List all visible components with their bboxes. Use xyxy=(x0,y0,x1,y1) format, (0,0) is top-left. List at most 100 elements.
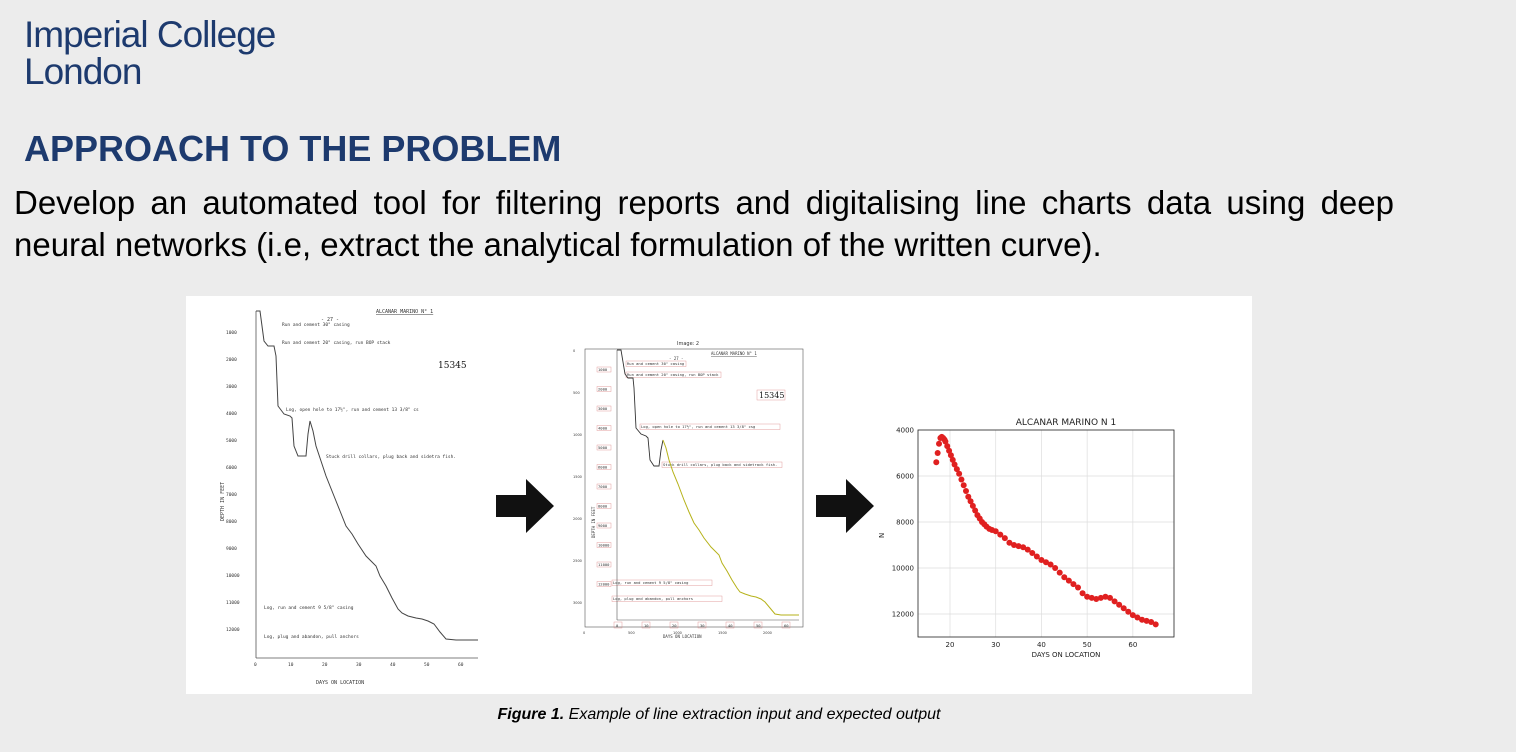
data-point xyxy=(1111,598,1118,605)
scan2-ytick: 6000 xyxy=(598,465,608,470)
scan2-stamp-box xyxy=(756,389,786,401)
data-point xyxy=(953,466,960,473)
data-point xyxy=(963,487,969,494)
data-point xyxy=(997,531,1004,538)
chart-title: ALCANAR MARINO N 1 xyxy=(1016,418,1116,428)
output-scatter-chart: ALCANAR MARINO N 1 20 30 40 50 60 4000 6000 80… xyxy=(878,418,1175,659)
scan1-title: ALCANAR MARINO N° 1 xyxy=(376,309,433,315)
scan2-ytick-box xyxy=(596,425,612,431)
scan2-page: - 27 - xyxy=(669,356,683,361)
scan2-ytick: 3000 xyxy=(598,406,608,411)
data-point xyxy=(1139,616,1145,623)
data-point xyxy=(1075,584,1081,591)
scan2-xtick: 50 xyxy=(756,623,761,628)
data-point xyxy=(1047,561,1054,568)
data-point xyxy=(1029,550,1036,557)
data-point xyxy=(933,459,940,466)
chart-ylabel: N xyxy=(878,533,886,538)
data-point xyxy=(1079,590,1086,597)
scan1-note: Stuck drill collars, plug back and sidet… xyxy=(326,454,456,460)
data-point xyxy=(1148,619,1155,626)
scan2-xtick-box xyxy=(781,621,791,629)
scan2-xlabel: DAYS ON LOCATION xyxy=(663,634,702,639)
scan1-ytick: 2000 xyxy=(226,357,237,363)
data-point xyxy=(1143,617,1150,624)
data-point xyxy=(1024,546,1031,553)
data-point xyxy=(1056,569,1063,576)
scanned-chart-input: ALCANAR MARINO N° 1 - 27 - 15345 DEPTH I… xyxy=(220,309,478,686)
scan1-note: Log, plug and abandon, pull anchors xyxy=(264,634,359,640)
scan2-ytick-box xyxy=(596,522,612,529)
data-point xyxy=(958,476,965,483)
data-point xyxy=(967,498,974,505)
scan1-xtick: 60 xyxy=(458,662,464,668)
scan2-outer-ytick: 1500 xyxy=(573,475,582,479)
scan2-xtick-box xyxy=(725,621,735,629)
data-point xyxy=(1061,574,1068,581)
data-point xyxy=(951,461,958,468)
scan2-heading: ALCANAR MARINO N° 1 xyxy=(711,351,757,356)
scan2-outer-xtick: 2000 xyxy=(763,631,772,635)
x-tick-label: 20 xyxy=(946,641,955,649)
scan2-note: Run and cement 20" casing, run BOP stack xyxy=(627,372,719,377)
scan2-outer-ytick: 2500 xyxy=(573,559,582,563)
figure-panel: ALCANAR MARINO N° 1 - 27 - 15345 DEPTH I… xyxy=(186,296,1252,694)
scan1-ytick: 11000 xyxy=(226,600,240,606)
scan2-xtick: 20 xyxy=(672,623,677,628)
y-tick-label: 10000 xyxy=(892,565,914,573)
scan2-ylabel: DEPTH IN FEET xyxy=(591,506,596,538)
scan2-note-box xyxy=(639,423,781,430)
scan2-note: Log, run and cement 9 5/8" casing xyxy=(613,580,688,585)
x-tick-label: 60 xyxy=(1128,641,1137,649)
imperial-logo: Imperial College London xyxy=(24,16,276,90)
scan1-xtick: 0 xyxy=(254,662,257,668)
scan2-ytick: 2000 xyxy=(598,387,608,392)
scan2-outer-xtick: 0 xyxy=(583,631,585,635)
scan1-note: Log, open hole to 17½", run and cement 1… xyxy=(286,406,419,413)
scan2-title: Image: 2 xyxy=(677,341,699,347)
scan2-outer-ytick: 500 xyxy=(573,391,580,395)
data-point xyxy=(1107,594,1113,601)
scan2-ytick: 11000 xyxy=(598,562,610,567)
data-point xyxy=(1084,593,1091,600)
data-point xyxy=(1093,596,1100,603)
data-point xyxy=(946,447,953,454)
scan1-ytick: 6000 xyxy=(226,465,237,471)
scan2-ytick: 4000 xyxy=(598,426,608,431)
y-tick-label: 8000 xyxy=(896,519,914,527)
scan2-outer-xtick: 500 xyxy=(628,631,635,635)
data-point xyxy=(1052,565,1059,571)
data-point xyxy=(1134,614,1141,621)
figure-caption: Figure 1. Example of line extraction inp… xyxy=(186,706,1252,724)
data-point xyxy=(1097,594,1104,601)
scan2-xtick: 30 xyxy=(700,623,705,628)
scan2-note: Run and cement 30" casing xyxy=(627,361,684,366)
scan1-ylabel: DEPTH IN FEET xyxy=(220,482,226,521)
scan2-ytick-box xyxy=(596,405,612,412)
scan1-note: Run and cement 20" casing, run BOP stack xyxy=(282,340,391,346)
data-point xyxy=(1088,594,1095,601)
scan2-curve-dark xyxy=(617,349,664,467)
data-point xyxy=(1102,593,1109,600)
scan2-note: Log, plug and abandon, pull anchors xyxy=(613,596,693,601)
scan2-ytick-box xyxy=(596,561,612,568)
data-point xyxy=(965,493,972,500)
data-point xyxy=(1020,544,1027,551)
scan1-xlabel: DAYS ON LOCATION xyxy=(316,680,364,686)
x-tick-label: 50 xyxy=(1083,641,1092,649)
scan1-ytick: 9000 xyxy=(226,546,237,552)
scan1-note: Log, run and cement 9 5/8" casing xyxy=(264,605,354,611)
scan2-note-box xyxy=(611,595,723,602)
scan2-ytick: 10000 xyxy=(598,543,610,548)
data-point xyxy=(947,452,954,459)
data-point xyxy=(1152,621,1159,628)
data-point xyxy=(942,438,949,445)
scan2-outer-xtick: 1000 xyxy=(673,631,682,635)
data-point xyxy=(1120,605,1127,612)
data-point xyxy=(949,456,956,463)
data-point xyxy=(936,440,943,447)
data-point xyxy=(960,482,967,489)
data-point xyxy=(1038,556,1045,563)
scan2-xtick-box xyxy=(697,621,707,629)
